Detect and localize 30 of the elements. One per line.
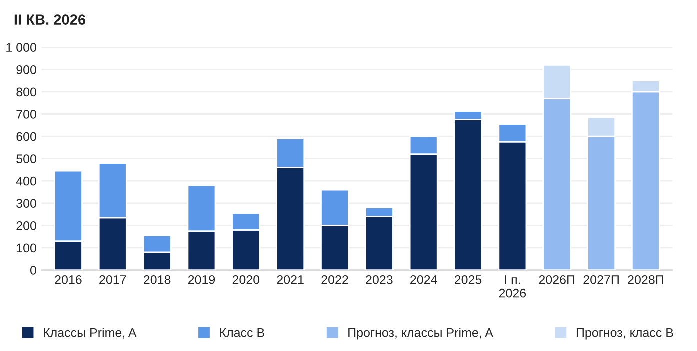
x-tick-label: 2018: [144, 275, 171, 284]
x-tick-label: I п. 2026: [499, 276, 526, 298]
x-tick-label: 2017: [100, 275, 126, 284]
x-tick-label: 2028П: [628, 275, 664, 284]
x-tick-label: 2023: [366, 275, 393, 284]
y-tick-label: 200: [16, 221, 36, 230]
y-tick-label: 600: [16, 132, 36, 142]
y-tick-label: 500: [16, 154, 36, 164]
chart-title: II КВ. 2026: [14, 14, 86, 25]
y-tick-label: 300: [16, 199, 36, 208]
y-tick-label: 400: [16, 176, 36, 186]
y-tick-label: 1 000: [6, 43, 36, 52]
y-tick-label: 900: [16, 65, 36, 74]
y-tick-label: 0: [30, 266, 36, 275]
y-tick-label: 700: [16, 110, 36, 119]
x-tick-label: 2019: [188, 275, 216, 284]
legend-label: Прогноз, класс B: [576, 328, 674, 340]
y-tick-label: 100: [17, 244, 36, 253]
x-tick-label: 2020: [232, 275, 260, 284]
x-tick-label: 2026П: [539, 275, 575, 284]
x-tick-label: 2021: [277, 275, 304, 284]
legend-label: Класс B: [220, 328, 264, 338]
legend-label: Прогноз, классы Prime, A: [348, 328, 494, 340]
x-tick-label: 2022: [322, 275, 348, 284]
y-tick-label: 800: [16, 88, 36, 97]
x-tick-label: 2025: [454, 275, 482, 284]
x-tick-label: 2027П: [584, 275, 619, 284]
x-tick-label: 2024: [410, 275, 438, 284]
legend-label: Классы Prime, A: [44, 328, 137, 339]
x-tick-label: 2016: [55, 275, 82, 284]
